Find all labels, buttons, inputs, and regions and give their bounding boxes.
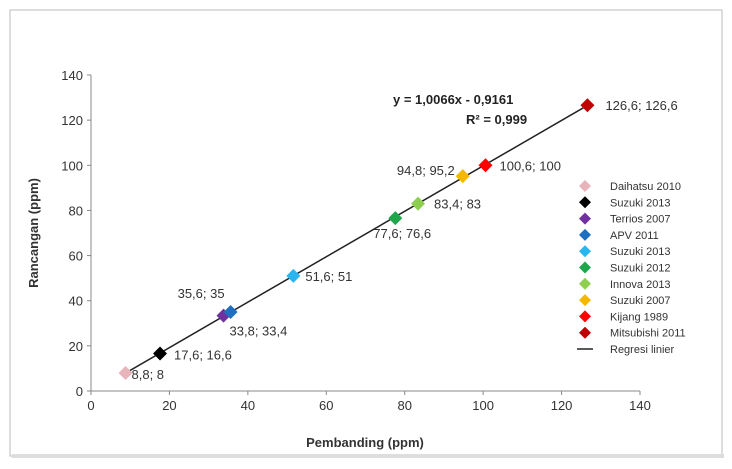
legend-entry: Mitsubishi 2011 — [610, 328, 686, 340]
data-label: 77,6; 76,6 — [373, 226, 431, 241]
x-tick-label: 120 — [551, 398, 573, 413]
legend-entry: Suzuki 2013 — [610, 197, 671, 209]
y-tick-label: 60 — [69, 249, 83, 264]
x-tick-label: 80 — [397, 398, 411, 413]
data-point-marker — [580, 98, 595, 113]
x-tick-label: 0 — [87, 398, 94, 413]
legend-entry: Innova 2013 — [610, 279, 671, 291]
x-tick-label: 60 — [319, 398, 333, 413]
data-point-marker — [388, 211, 403, 226]
y-tick-label: 20 — [69, 339, 83, 354]
data-label: 94,8; 95,2 — [397, 163, 455, 178]
y-tick-label: 100 — [61, 158, 83, 173]
x-axis-title: Pembanding (ppm) — [306, 435, 424, 450]
data-label: 100,6; 100 — [499, 158, 560, 173]
legend-entry: Regresi linier — [610, 344, 675, 356]
legend-marker — [579, 196, 591, 209]
legend-entry: Suzuki 2013 — [610, 246, 671, 258]
y-tick-label: 140 — [61, 68, 83, 83]
legend-entry: Terrios 2007 — [610, 214, 671, 226]
y-tick-label: 120 — [61, 113, 83, 128]
x-tick-label: 20 — [162, 398, 176, 413]
legend-marker — [579, 326, 591, 339]
legend-entry: Suzuki 2012 — [610, 263, 671, 275]
regression-equation: y = 1,0066x - 0,9161 — [393, 92, 513, 107]
frame-shadow — [12, 454, 724, 458]
y-tick-label: 40 — [69, 294, 83, 309]
data-point-marker — [455, 169, 470, 184]
legend-entry: Kijang 1989 — [610, 311, 668, 323]
x-tick-label: 140 — [629, 398, 651, 413]
data-label: 35,6; 35 — [178, 286, 225, 301]
regression-line — [125, 104, 588, 374]
data-point-marker — [286, 268, 301, 283]
data-label: 126,6; 126,6 — [605, 98, 677, 113]
legend-marker — [579, 277, 591, 290]
y-tick-label: 80 — [69, 203, 83, 218]
data-point-marker — [411, 196, 426, 211]
legend-entry: APV 2011 — [610, 230, 659, 242]
data-point-marker — [223, 305, 238, 319]
legend-entry: Daihatsu 2010 — [610, 181, 681, 193]
data-point-marker — [118, 365, 133, 380]
regression-r2: R² = 0,999 — [466, 112, 527, 127]
data-label: 17,6; 16,6 — [174, 348, 232, 363]
data-label: 8,8; 8 — [132, 367, 165, 382]
legend-entry: Suzuki 2007 — [610, 295, 671, 307]
legend-marker — [579, 245, 591, 258]
x-tick-label: 100 — [472, 398, 494, 413]
data-label: 51,6; 51 — [305, 269, 352, 284]
y-axis-title: Rancangan (ppm) — [26, 178, 41, 288]
data-point-marker — [478, 158, 493, 173]
legend-marker — [579, 212, 591, 225]
data-label: 83,4; 83 — [434, 197, 481, 212]
data-point-marker — [153, 346, 168, 361]
legend-marker — [579, 294, 591, 307]
legend-marker — [579, 228, 591, 241]
x-tick-label: 40 — [241, 398, 255, 413]
y-tick-label: 0 — [76, 384, 83, 399]
data-label: 33,8; 33,4 — [230, 324, 288, 339]
legend-marker — [579, 180, 591, 192]
legend-marker — [579, 310, 591, 323]
legend-marker — [579, 261, 591, 274]
